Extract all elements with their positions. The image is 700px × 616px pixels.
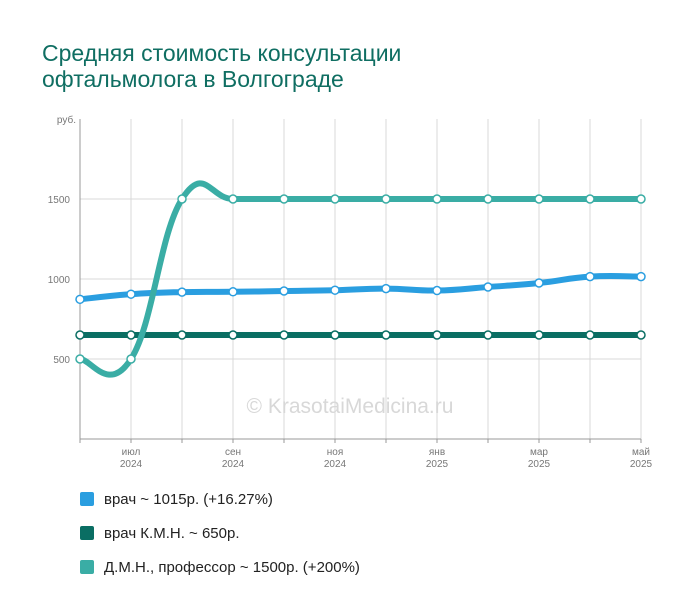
data-point[interactable]	[75, 330, 85, 340]
x-tick-label-year: 2025	[630, 459, 653, 470]
data-point[interactable]	[483, 282, 493, 292]
data-points	[75, 194, 646, 364]
data-point[interactable]	[75, 354, 85, 364]
data-point[interactable]	[534, 330, 544, 340]
legend-label: Д.М.Н., профессор ~ 1500р. (+200%)	[104, 558, 360, 576]
data-point[interactable]	[483, 330, 493, 340]
data-point[interactable]	[177, 287, 187, 297]
legend-item-doctor[interactable]: врач ~ 1015р. (+16.27%)	[80, 482, 360, 516]
data-point[interactable]	[636, 194, 646, 204]
chart-title: Средняя стоимость консультации офтальмол…	[42, 40, 662, 92]
x-tick-label-month: мар	[530, 447, 548, 458]
data-point[interactable]	[534, 194, 544, 204]
data-point[interactable]	[330, 285, 340, 295]
legend: врач ~ 1015р. (+16.27%) врач К.М.Н. ~ 65…	[80, 482, 360, 584]
x-tick-label-year: 2024	[120, 459, 143, 470]
data-point[interactable]	[126, 289, 136, 299]
x-tick-label-year: 2025	[426, 459, 449, 470]
line-chart: руб.50010001500июл2024сен2024ноя2024янв2…	[48, 114, 653, 470]
data-point[interactable]	[585, 194, 595, 204]
data-point[interactable]	[279, 194, 289, 204]
data-point[interactable]	[75, 294, 85, 305]
data-point[interactable]	[228, 330, 238, 340]
data-point[interactable]	[177, 194, 187, 204]
legend-swatch	[80, 560, 94, 574]
data-point[interactable]	[279, 330, 289, 340]
series-line-0	[77, 272, 644, 303]
x-tick-label-year: 2025	[528, 459, 551, 470]
x-tick-label-month: ноя	[327, 447, 344, 458]
data-point[interactable]	[228, 287, 238, 297]
x-tick-label-month: июл	[122, 447, 141, 458]
legend-item-candidate[interactable]: врач К.М.Н. ~ 650р.	[80, 516, 360, 550]
x-tick-label-month: май	[632, 447, 650, 458]
tick-labels: руб.50010001500июл2024сен2024ноя2024янв2…	[48, 114, 653, 470]
y-axis-label: руб.	[57, 114, 76, 126]
data-point[interactable]	[381, 283, 391, 294]
y-tick-label: 500	[53, 355, 70, 366]
legend-label: врач ~ 1015р. (+16.27%)	[104, 490, 273, 508]
x-tick-label-year: 2024	[222, 459, 245, 470]
legend-item-professor[interactable]: Д.М.Н., профессор ~ 1500р. (+200%)	[80, 550, 360, 584]
data-point[interactable]	[585, 271, 595, 282]
data-point[interactable]	[534, 278, 544, 288]
data-point[interactable]	[330, 194, 340, 204]
legend-swatch	[80, 526, 94, 540]
data-point[interactable]	[177, 330, 187, 340]
legend-swatch	[80, 492, 94, 506]
y-tick-label: 1500	[48, 195, 71, 206]
data-point[interactable]	[228, 194, 238, 204]
data-point[interactable]	[381, 194, 391, 204]
x-tick-label-month: сен	[225, 447, 241, 458]
chart-title-line-1: Средняя стоимость консультации	[42, 40, 402, 66]
data-point[interactable]	[330, 330, 340, 340]
axes	[79, 119, 642, 443]
chart-title-line-2: офтальмолога в Волгограде	[42, 66, 344, 92]
data-point[interactable]	[636, 330, 646, 340]
data-point[interactable]	[279, 286, 289, 296]
legend-label: врач К.М.Н. ~ 650р.	[104, 524, 240, 542]
y-tick-label: 1000	[48, 275, 71, 286]
data-point[interactable]	[585, 330, 595, 340]
data-point[interactable]	[381, 330, 391, 340]
data-point[interactable]	[483, 194, 493, 204]
x-tick-label-year: 2024	[324, 459, 347, 470]
data-point[interactable]	[432, 194, 442, 204]
data-point[interactable]	[126, 354, 136, 364]
watermark: © KrasotaiMedicina.ru	[246, 395, 454, 418]
data-point[interactable]	[432, 285, 442, 296]
data-point[interactable]	[432, 330, 442, 340]
x-tick-label-month: янв	[429, 447, 445, 458]
data-point[interactable]	[126, 330, 136, 340]
data-point[interactable]	[636, 271, 646, 282]
